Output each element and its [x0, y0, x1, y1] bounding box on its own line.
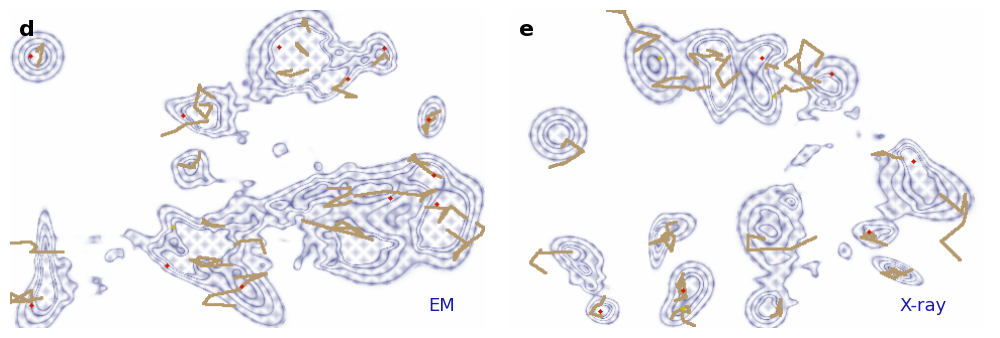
Text: e: e [520, 20, 535, 40]
Text: X-ray: X-ray [900, 297, 947, 315]
Text: d: d [20, 20, 35, 40]
Text: EM: EM [428, 297, 455, 315]
